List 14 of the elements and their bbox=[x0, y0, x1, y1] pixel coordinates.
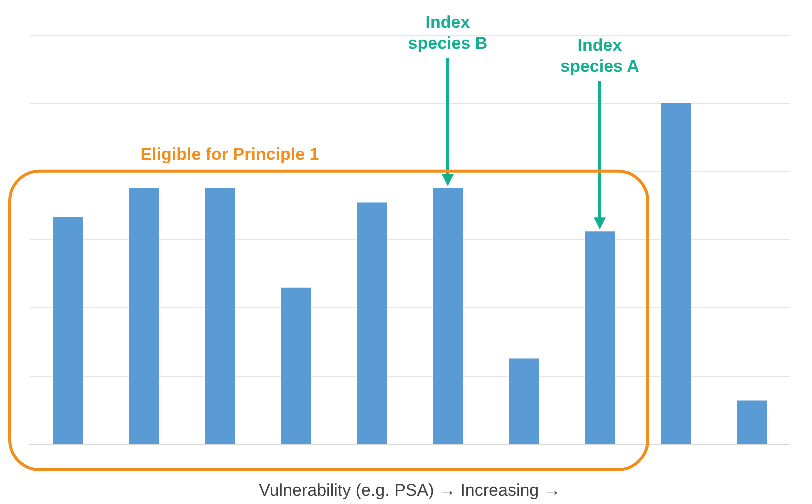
bar bbox=[357, 202, 387, 444]
bar bbox=[281, 288, 311, 444]
text: Index species A bbox=[560, 35, 640, 77]
x-axis-title: Vulnerability (e.g. PSA) → Increasing → bbox=[259, 481, 561, 500]
bar bbox=[509, 358, 539, 444]
bar bbox=[661, 103, 691, 444]
annotation: Eligible for Principle 1 bbox=[140, 144, 320, 166]
bar bbox=[585, 232, 615, 444]
bar bbox=[433, 188, 463, 444]
bar bbox=[737, 400, 767, 444]
bar bbox=[205, 188, 235, 444]
text: Index species B bbox=[407, 12, 489, 54]
bar bbox=[53, 217, 83, 444]
bar bbox=[129, 188, 159, 444]
